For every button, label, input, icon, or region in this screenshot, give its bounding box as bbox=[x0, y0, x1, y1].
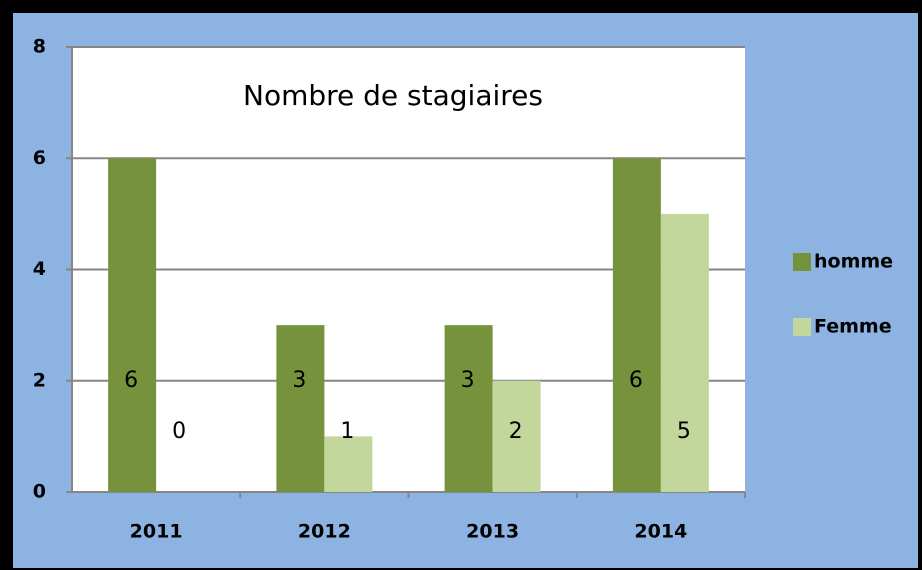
data-label: 2 bbox=[509, 419, 523, 444]
bar bbox=[276, 325, 325, 492]
legend-label: Femme bbox=[814, 316, 892, 338]
data-label: 5 bbox=[677, 419, 691, 444]
bar bbox=[324, 436, 373, 492]
x-tick-label: 2014 bbox=[634, 521, 687, 543]
chart-title: Nombre de stagiaires bbox=[243, 79, 543, 112]
y-tick-label: 8 bbox=[33, 36, 46, 58]
data-label: 0 bbox=[172, 419, 186, 444]
bar bbox=[108, 158, 157, 492]
bar bbox=[444, 325, 493, 492]
legend-swatch bbox=[793, 253, 811, 271]
y-tick-label: 0 bbox=[33, 481, 46, 503]
x-tick-label: 2012 bbox=[298, 521, 351, 543]
y-tick-label: 2 bbox=[33, 369, 46, 391]
legend-swatch bbox=[793, 318, 811, 336]
data-label: 6 bbox=[629, 368, 643, 393]
bar bbox=[612, 158, 661, 492]
y-tick-label: 4 bbox=[33, 258, 46, 280]
legend-label: homme bbox=[814, 251, 893, 273]
bar bbox=[660, 213, 709, 492]
data-label: 6 bbox=[124, 368, 138, 393]
x-tick-label: 2011 bbox=[130, 521, 183, 543]
data-label: 3 bbox=[461, 368, 475, 393]
y-tick-label: 6 bbox=[33, 147, 46, 169]
bar bbox=[492, 380, 541, 492]
data-label: 3 bbox=[292, 368, 306, 393]
data-label: 1 bbox=[340, 419, 354, 444]
x-tick-label: 2013 bbox=[466, 521, 519, 543]
